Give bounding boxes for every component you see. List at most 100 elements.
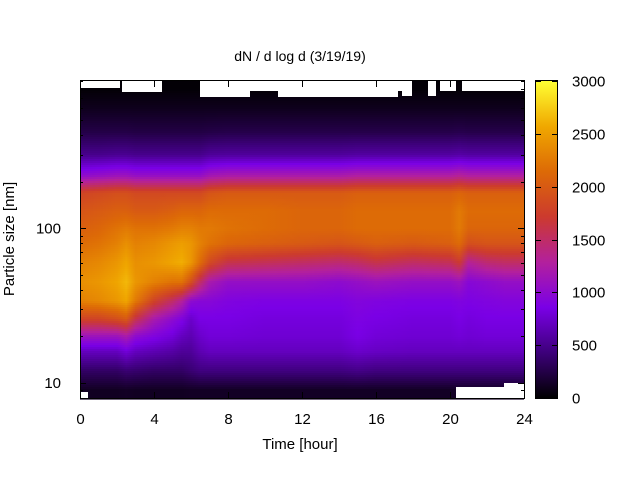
- heatmap-strip: [80, 271, 524, 274]
- heatmap-strip: [80, 327, 524, 330]
- heatmap-strip: [80, 103, 524, 106]
- heatmap-strip: [80, 97, 524, 100]
- heatmap-strip: [80, 147, 524, 150]
- heatmap-strip: [80, 223, 524, 226]
- heatmap-strip: [80, 203, 524, 206]
- heatmap-strip: [80, 227, 524, 230]
- heatmap-strip: [80, 259, 524, 262]
- heatmap-strip: [80, 185, 524, 188]
- heatmap-strip: [80, 159, 524, 162]
- heatmap-strip: [80, 175, 524, 178]
- missing-data-gap: [462, 81, 524, 91]
- heatmap-strip: [80, 153, 524, 156]
- heatmap-strip: [80, 369, 524, 372]
- heatmap-strip: [80, 291, 524, 294]
- x-tick-label: 20: [442, 411, 459, 428]
- heatmap-strip: [80, 233, 524, 236]
- heatmap-strip: [80, 275, 524, 278]
- heatmap-strip: [80, 269, 524, 272]
- heatmap-strip: [80, 143, 524, 146]
- heatmap-strip: [80, 371, 524, 374]
- heatmap-strip: [80, 135, 524, 138]
- y-tick-label: 100: [36, 220, 61, 237]
- heatmap-strip: [80, 387, 524, 390]
- heatmap-strip: [80, 217, 524, 220]
- heatmap-strip: [80, 221, 524, 224]
- heatmap-strip: [80, 219, 524, 222]
- heatmap-strip: [80, 109, 524, 112]
- y-axis-label: Particle size [nm]: [1, 182, 18, 296]
- heatmap-strip: [80, 345, 524, 348]
- x-axis-ticks: 0 4 8 12 16 20 24: [76, 81, 533, 428]
- plot-frame: [80, 80, 525, 399]
- heatmap-strip: [80, 367, 524, 370]
- x-axis-label: Time [hour]: [262, 436, 337, 453]
- heatmap-strip: [80, 359, 524, 362]
- missing-data-gap: [428, 81, 436, 96]
- heatmap-strip: [80, 281, 524, 284]
- heatmap-strip: [80, 189, 524, 192]
- heatmap-strip: [80, 273, 524, 276]
- colorbar-tick-label: 0: [572, 391, 580, 408]
- heatmap-strip: [80, 257, 524, 260]
- x-tick-label: 16: [368, 411, 385, 428]
- heatmap-strip: [80, 145, 524, 148]
- heatmap-strip: [80, 239, 524, 242]
- missing-data-gap: [80, 81, 120, 88]
- heatmap-strip: [80, 379, 524, 382]
- heatmap-strip: [80, 127, 524, 130]
- heatmap-strip: [80, 301, 524, 304]
- heatmap-strip: [80, 157, 524, 160]
- heatmap-strip: [80, 187, 524, 190]
- heatmap-strip: [80, 263, 524, 266]
- heatmap-strip: [80, 253, 524, 256]
- colorbar-tick-label: 2500: [572, 127, 605, 144]
- heatmap-strip: [80, 131, 524, 134]
- heatmap-strip: [80, 325, 524, 328]
- missing-data-gap: [402, 81, 412, 96]
- missing-data-gap: [208, 81, 250, 97]
- missing-data-gap: [80, 392, 88, 398]
- heatmap-strip: [80, 149, 524, 152]
- heatmap-strip: [80, 177, 524, 180]
- heatmap-strip: [80, 255, 524, 258]
- heatmap-strip: [80, 133, 524, 136]
- missing-data-gap: [398, 81, 402, 91]
- heatmap-strip: [80, 193, 524, 196]
- heatmap-strip: [80, 249, 524, 252]
- heatmap-strip: [80, 141, 524, 144]
- heatmap-strip: [80, 297, 524, 300]
- colorbar-tick-label: 2000: [572, 180, 605, 197]
- missing-data-gap: [440, 81, 456, 91]
- colorbar-tick-label: 500: [572, 338, 597, 355]
- heatmap-strip: [80, 317, 524, 320]
- heatmap-strip: [80, 341, 524, 344]
- heatmap-strip: [80, 171, 524, 174]
- heatmap-strip: [80, 363, 524, 366]
- heatmap-strip: [80, 309, 524, 312]
- heatmap-strip: [80, 289, 524, 292]
- x-tick-label: 0: [76, 411, 84, 428]
- heatmap-strip: [80, 121, 524, 124]
- heatmap-strip: [80, 307, 524, 310]
- heatmap-strip: [80, 333, 524, 336]
- heatmap-strip: [80, 123, 524, 126]
- heatmap-strip: [80, 113, 524, 116]
- heatmap-strip: [80, 247, 524, 250]
- heatmap-strip: [80, 195, 524, 198]
- heatmap-strip: [80, 251, 524, 254]
- missing-data-gap: [278, 81, 398, 97]
- heatmap-strip: [80, 245, 524, 248]
- heatmap-strip: [80, 101, 524, 104]
- heatmap-strip: [80, 329, 524, 332]
- heatmap-strip: [80, 343, 524, 346]
- heatmap-strip: [80, 215, 524, 218]
- heatmap-strip: [80, 119, 524, 122]
- heatmap-strip: [80, 285, 524, 288]
- heatmap-strip: [80, 137, 524, 140]
- heatmap-strip: [80, 265, 524, 268]
- heatmap-strip: [80, 225, 524, 228]
- heatmap-strip: [80, 353, 524, 356]
- heatmap-strip: [80, 347, 524, 350]
